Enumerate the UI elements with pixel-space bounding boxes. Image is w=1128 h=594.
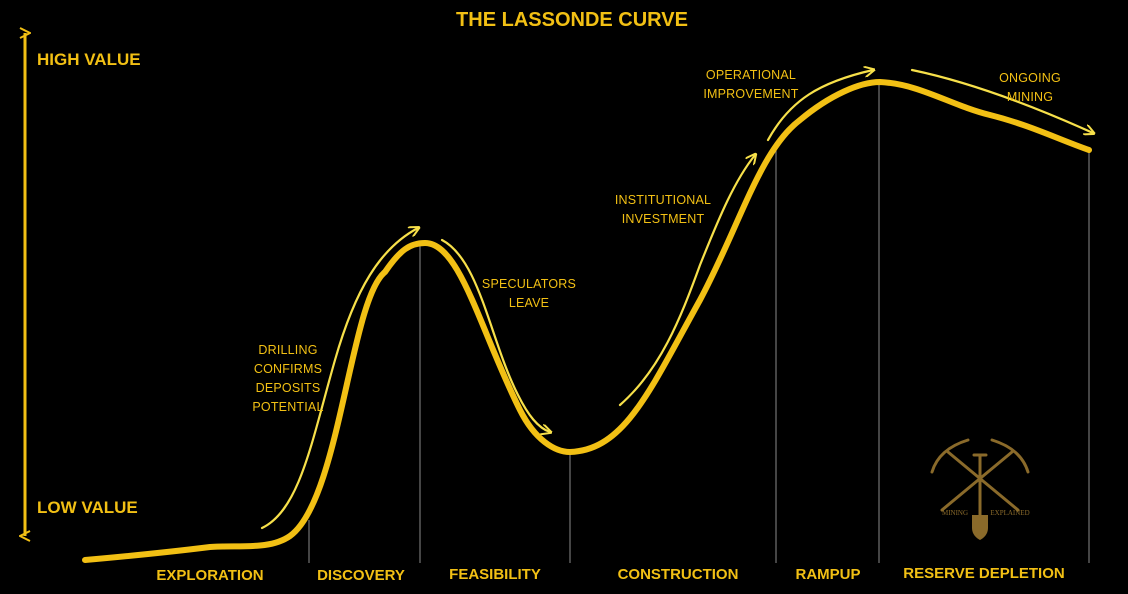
phase-label-discovery: DISCOVERY (317, 567, 405, 584)
annotation-line: LEAVE (509, 296, 549, 310)
annotation-line: ONGOING (999, 71, 1061, 85)
phase-labels: EXPLORATION DISCOVERY FEASIBILITY CONSTR… (156, 565, 1064, 584)
logo-right-text: EXPLAINED (990, 509, 1029, 517)
annotation-line: INVESTMENT (622, 212, 705, 226)
annotation-line: IMPROVEMENT (703, 87, 798, 101)
phase-dividers (308, 84, 1090, 563)
annotation-speculators: SPECULATORS LEAVE (482, 277, 576, 310)
phase-label-reserve-depletion: RESERVE DEPLETION (903, 565, 1064, 582)
annotation-line: CONFIRMS (254, 362, 322, 376)
page-title: THE LASSONDE CURVE (456, 9, 688, 31)
annotation-ongoing: ONGOING MINING (999, 71, 1061, 104)
annotation-line: DRILLING (258, 343, 317, 357)
annotation-line: OPERATIONAL (706, 68, 796, 82)
fall-arrow-speculators (440, 238, 550, 432)
decline-arrow-ongoing (910, 68, 1093, 133)
high-value-label: HIGH VALUE (37, 50, 141, 69)
phase-label-construction: CONSTRUCTION (618, 566, 739, 583)
annotation-line: DEPOSITS (256, 381, 321, 395)
rise-arrow-discovery (260, 228, 418, 530)
rise-arrow-institutional (618, 155, 755, 407)
annotation-line: POTENTIAL (252, 400, 323, 414)
lassonde-curve (82, 79, 1092, 563)
annotation-line: MINING (1007, 90, 1053, 104)
annotation-drilling: DRILLING CONFIRMS DEPOSITS POTENTIAL (252, 343, 323, 414)
annotation-line: INSTITUTIONAL (615, 193, 711, 207)
phase-label-rampup: RAMPUP (795, 566, 860, 583)
rise-arrow-operational (766, 70, 873, 142)
logo-left-text: MINING (942, 509, 968, 517)
annotation-operational: OPERATIONAL IMPROVEMENT (703, 68, 798, 101)
crossed-pickaxes-shovel-icon (930, 438, 1030, 517)
mining-explained-logo: MINING EXPLAINED (930, 438, 1030, 540)
trend-arrows (260, 68, 1093, 530)
annotation-line: SPECULATORS (482, 277, 576, 291)
annotation-institutional: INSTITUTIONAL INVESTMENT (615, 193, 711, 226)
shovel-blade-icon (972, 515, 988, 540)
low-value-label: LOW VALUE (37, 498, 138, 517)
value-axis: HIGH VALUE LOW VALUE (25, 33, 141, 536)
phase-label-exploration: EXPLORATION (156, 567, 263, 584)
phase-label-feasibility: FEASIBILITY (449, 566, 541, 583)
